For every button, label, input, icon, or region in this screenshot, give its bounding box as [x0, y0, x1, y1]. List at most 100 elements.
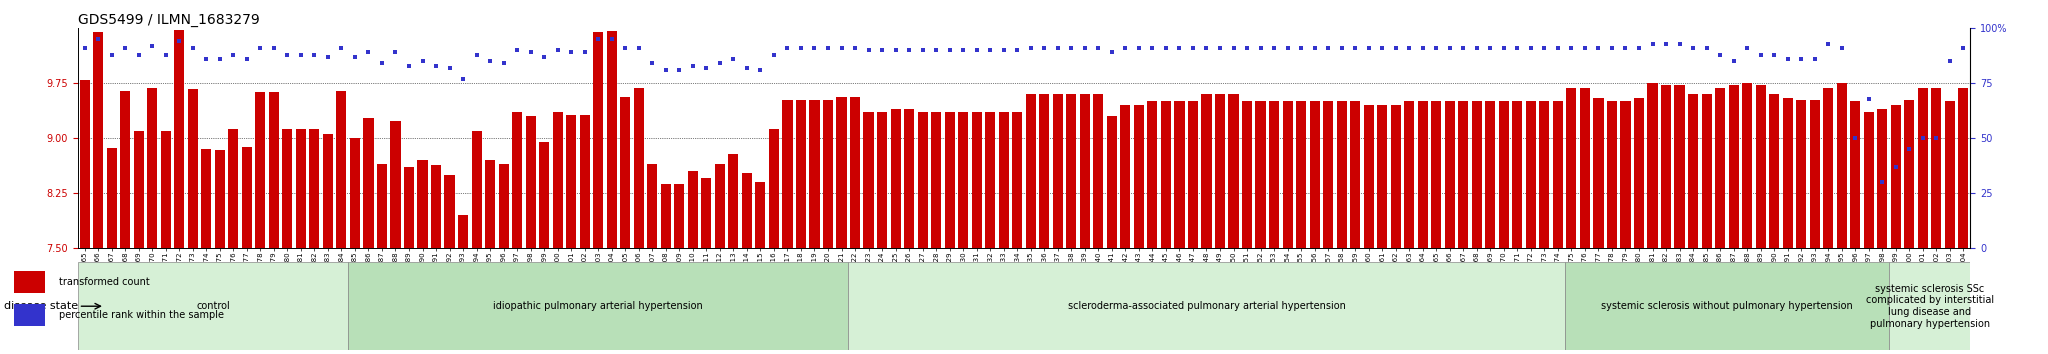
Bar — [1608, 102, 1618, 248]
Bar — [1106, 116, 1116, 248]
Bar — [227, 129, 238, 248]
Bar — [1229, 94, 1239, 248]
Bar — [1823, 88, 1833, 248]
Bar — [14, 304, 45, 326]
Point — [905, 47, 938, 53]
Bar — [633, 88, 643, 248]
Point — [1704, 52, 1737, 57]
Point — [1122, 45, 1155, 51]
Bar — [688, 171, 698, 248]
Bar — [1620, 102, 1630, 248]
Point — [961, 47, 993, 53]
Text: disease state: disease state — [4, 301, 78, 311]
Point — [1528, 45, 1561, 51]
Point — [799, 45, 831, 51]
Point — [866, 47, 899, 53]
Bar — [1337, 102, 1348, 248]
Point — [1298, 45, 1331, 51]
Bar — [1270, 102, 1280, 248]
Point — [1096, 50, 1128, 55]
Bar — [201, 149, 211, 248]
Bar — [283, 129, 293, 248]
Bar — [1012, 113, 1022, 248]
Text: GDS5499 / ILMN_1683279: GDS5499 / ILMN_1683279 — [78, 13, 260, 27]
Point — [1851, 96, 1884, 101]
Point — [1393, 45, 1425, 51]
Bar — [903, 109, 913, 248]
Bar — [121, 91, 131, 248]
Bar — [729, 154, 739, 248]
Bar — [1864, 113, 1874, 248]
Point — [1137, 45, 1169, 51]
Point — [338, 54, 371, 60]
Point — [1460, 45, 1493, 51]
Bar — [1849, 102, 1860, 248]
Bar — [268, 92, 279, 248]
Bar — [1729, 85, 1739, 248]
Bar — [553, 113, 563, 248]
Point — [1284, 45, 1317, 51]
Text: scleroderma-associated pulmonary arterial hypertension: scleroderma-associated pulmonary arteria… — [1067, 301, 1346, 311]
Point — [1757, 52, 1790, 57]
Bar — [1053, 94, 1063, 248]
Point — [608, 45, 641, 51]
Point — [1069, 45, 1102, 51]
Point — [1933, 58, 1966, 64]
Point — [582, 36, 614, 42]
Point — [973, 47, 1006, 53]
Point — [1649, 41, 1681, 46]
Point — [68, 45, 100, 51]
Bar — [1364, 105, 1374, 248]
Point — [1352, 45, 1384, 51]
Point — [731, 65, 764, 71]
Point — [1825, 45, 1858, 51]
Bar — [391, 121, 401, 248]
Bar — [1038, 94, 1049, 248]
Bar — [485, 160, 496, 248]
Text: transformed count: transformed count — [59, 276, 150, 287]
Bar — [1755, 85, 1765, 248]
Bar — [580, 115, 590, 248]
Point — [946, 47, 979, 53]
Point — [987, 47, 1020, 53]
Point — [514, 50, 547, 55]
Point — [1272, 45, 1305, 51]
Point — [1040, 45, 1073, 51]
Bar — [1511, 102, 1522, 248]
Bar — [594, 32, 604, 248]
Point — [623, 45, 655, 51]
Point — [879, 47, 911, 53]
Bar — [606, 30, 616, 248]
Point — [1513, 45, 1548, 51]
Point — [1892, 146, 1925, 152]
Point — [352, 50, 385, 55]
Bar — [14, 271, 45, 292]
Point — [596, 36, 629, 42]
Text: percentile rank within the sample: percentile rank within the sample — [59, 310, 223, 320]
Point — [1907, 135, 1939, 141]
Point — [379, 50, 412, 55]
Point — [1366, 45, 1399, 51]
Bar — [1094, 94, 1104, 248]
Bar — [324, 134, 334, 248]
Point — [1081, 45, 1114, 51]
Bar — [836, 97, 846, 248]
Point — [393, 63, 426, 68]
Bar — [1485, 102, 1495, 248]
Point — [461, 52, 494, 57]
Point — [664, 67, 696, 73]
Point — [1257, 45, 1290, 51]
Point — [311, 54, 344, 60]
Point — [229, 56, 262, 62]
Point — [1948, 45, 1980, 51]
Bar — [1499, 102, 1509, 248]
Text: idiopathic pulmonary arterial hypertension: idiopathic pulmonary arterial hypertensi… — [494, 301, 702, 311]
Bar — [1675, 85, 1686, 248]
Bar — [1323, 102, 1333, 248]
Bar — [1405, 102, 1415, 248]
Bar — [147, 88, 158, 248]
Point — [123, 52, 156, 57]
Point — [326, 45, 358, 51]
Point — [1663, 41, 1696, 46]
Point — [758, 52, 791, 57]
